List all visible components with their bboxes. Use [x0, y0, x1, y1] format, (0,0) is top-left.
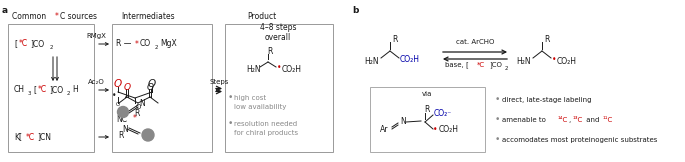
- Text: N: N: [400, 117, 406, 127]
- Text: O: O: [116, 103, 120, 108]
- Text: •: •: [433, 125, 438, 133]
- Text: and: and: [584, 117, 601, 123]
- Text: CO₂H: CO₂H: [439, 126, 459, 134]
- Text: ,: ,: [569, 117, 573, 123]
- Text: Product: Product: [247, 12, 277, 21]
- Text: b: b: [352, 6, 358, 15]
- Circle shape: [142, 129, 154, 141]
- Text: resolution needed: resolution needed: [234, 121, 297, 127]
- Text: via: via: [422, 91, 432, 97]
- Text: *C: *C: [19, 40, 28, 48]
- Text: N: N: [139, 99, 145, 109]
- Text: CO₂⁻: CO₂⁻: [434, 110, 452, 118]
- Text: *: *: [55, 12, 59, 21]
- Text: [: [: [14, 40, 17, 48]
- Text: 4–8 steps: 4–8 steps: [260, 23, 296, 33]
- Text: Intermediates: Intermediates: [121, 12, 175, 21]
- Bar: [8, 24, 94, 152]
- Text: O: O: [123, 82, 131, 92]
- Text: ]CO: ]CO: [49, 86, 63, 94]
- Text: cat. ArCHO: cat. ArCHO: [456, 39, 494, 45]
- Text: amenable to: amenable to: [502, 117, 548, 123]
- Text: •: •: [495, 116, 500, 125]
- Text: high cost: high cost: [234, 95, 266, 101]
- Text: *C: *C: [477, 62, 485, 68]
- Text: R: R: [545, 35, 549, 44]
- Text: ]CO: ]CO: [489, 62, 502, 68]
- Bar: [370, 87, 485, 152]
- Text: CO₂H: CO₂H: [557, 57, 577, 65]
- Text: a: a: [2, 6, 8, 15]
- Text: O: O: [114, 79, 122, 89]
- Circle shape: [118, 106, 129, 117]
- Text: R: R: [393, 35, 398, 44]
- Text: overall: overall: [265, 34, 291, 42]
- Text: RMgX: RMgX: [86, 33, 106, 39]
- Text: CO₂H: CO₂H: [282, 64, 302, 74]
- Text: 2: 2: [505, 66, 508, 71]
- Text: O: O: [147, 82, 153, 92]
- Text: 3: 3: [28, 91, 32, 96]
- Text: C sources: C sources: [60, 12, 97, 21]
- Text: low availability: low availability: [234, 104, 286, 110]
- Text: •: •: [228, 93, 234, 103]
- Text: 2: 2: [50, 45, 53, 50]
- Text: Ac₂O: Ac₂O: [88, 79, 104, 85]
- Text: for chiral products: for chiral products: [234, 130, 298, 136]
- Bar: [112, 24, 212, 152]
- Text: R: R: [118, 131, 123, 139]
- Text: base, [: base, [: [445, 62, 469, 68]
- Text: ¹³C: ¹³C: [573, 117, 583, 123]
- Text: H₂N: H₂N: [246, 64, 260, 74]
- Text: R: R: [424, 105, 429, 115]
- Text: *C: *C: [38, 86, 47, 94]
- Text: NC: NC: [116, 115, 127, 123]
- Text: Common: Common: [12, 12, 49, 21]
- Text: *C: *C: [26, 133, 35, 141]
- Text: •: •: [277, 63, 282, 71]
- Text: CO₂H: CO₂H: [400, 54, 420, 64]
- Text: *: *: [133, 115, 137, 123]
- Text: CH: CH: [14, 86, 25, 94]
- Text: Steps: Steps: [210, 79, 229, 85]
- Text: CO: CO: [140, 40, 151, 48]
- Text: N: N: [122, 125, 127, 133]
- Text: H: H: [72, 86, 78, 94]
- Text: direct, late-stage labeling: direct, late-stage labeling: [502, 97, 592, 103]
- Text: H₂N: H₂N: [516, 57, 531, 65]
- Text: accomodates most proteinogenic substrates: accomodates most proteinogenic substrate…: [502, 137, 658, 143]
- Text: 2: 2: [155, 45, 158, 50]
- Text: ¹⁴C: ¹⁴C: [558, 117, 569, 123]
- Bar: [225, 24, 333, 152]
- Text: 2: 2: [67, 91, 71, 96]
- Text: ]CO: ]CO: [30, 40, 44, 48]
- Text: *: *: [135, 40, 139, 48]
- Text: •: •: [495, 135, 500, 145]
- Text: •: •: [495, 96, 500, 104]
- Text: •: •: [552, 54, 556, 64]
- Text: •: •: [123, 96, 127, 100]
- Text: R: R: [267, 47, 273, 57]
- Text: •: •: [228, 120, 234, 128]
- Text: R: R: [134, 110, 139, 118]
- Text: R —: R —: [116, 40, 134, 48]
- Text: O: O: [136, 104, 140, 110]
- Text: [: [: [33, 86, 36, 94]
- Text: Ar: Ar: [380, 125, 388, 133]
- Text: ¹¹C: ¹¹C: [603, 117, 613, 123]
- Text: ]CN: ]CN: [37, 133, 51, 141]
- Text: MgX: MgX: [160, 40, 177, 48]
- Text: H₂N: H₂N: [364, 57, 379, 65]
- Text: •: •: [112, 92, 116, 100]
- Text: O: O: [148, 79, 156, 89]
- Text: K[: K[: [14, 133, 22, 141]
